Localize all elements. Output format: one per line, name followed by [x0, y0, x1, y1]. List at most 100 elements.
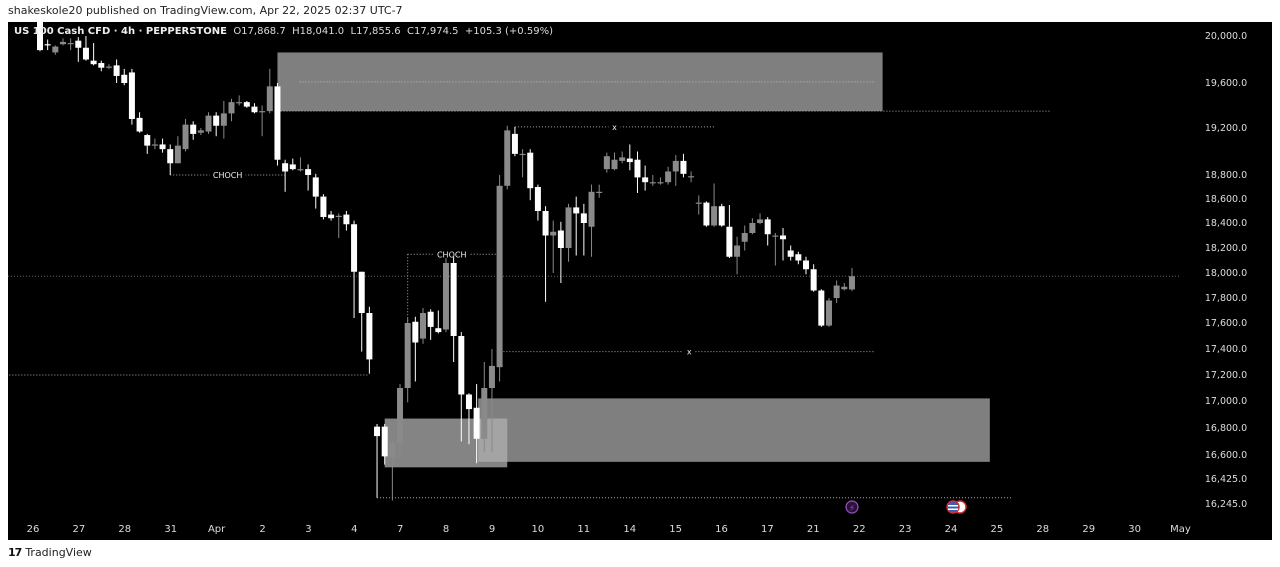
candle-bear[interactable] — [98, 63, 105, 68]
candle-bear[interactable] — [527, 152, 534, 189]
candle-bear[interactable] — [44, 44, 51, 46]
candle-bear[interactable] — [358, 271, 365, 313]
demand-zone-small[interactable] — [384, 418, 508, 468]
candle-bear[interactable] — [328, 214, 335, 219]
candle-bull[interactable] — [848, 276, 855, 290]
candle-bear[interactable] — [412, 321, 419, 343]
candle-bear[interactable] — [113, 65, 120, 76]
candle-bear[interactable] — [557, 230, 564, 249]
candle-bull[interactable] — [757, 219, 764, 223]
candle-bear[interactable] — [305, 169, 312, 175]
candle-bear[interactable] — [680, 160, 687, 174]
candle-bear[interactable] — [580, 213, 587, 223]
candle-bear[interactable] — [726, 226, 733, 257]
candle-bear[interactable] — [274, 86, 281, 160]
candle-bull[interactable] — [588, 191, 595, 227]
candle-bull[interactable] — [105, 66, 112, 68]
candle-bull[interactable] — [711, 206, 718, 226]
candle-bull[interactable] — [389, 442, 396, 458]
candle-bear[interactable] — [465, 394, 472, 410]
candle-bear[interactable] — [213, 115, 220, 126]
candle-bull[interactable] — [565, 207, 572, 248]
candle-bull[interactable] — [672, 160, 679, 172]
candle-bull[interactable] — [496, 185, 503, 368]
candle-bear[interactable] — [289, 164, 296, 170]
candle-bear[interactable] — [450, 263, 457, 336]
candle-bear[interactable] — [534, 187, 541, 211]
candle-bear[interactable] — [435, 328, 442, 333]
candle-bull[interactable] — [841, 286, 848, 290]
candle-bear[interactable] — [167, 149, 174, 164]
candle-bear[interactable] — [795, 254, 802, 261]
candle-bear[interactable] — [128, 72, 135, 119]
candle-bull[interactable] — [420, 313, 426, 339]
candle-bear[interactable] — [243, 102, 250, 107]
candle-bear[interactable] — [82, 47, 89, 60]
candle-bull[interactable] — [665, 171, 672, 183]
candle-bull[interactable] — [205, 115, 212, 132]
candle-bull[interactable] — [619, 157, 626, 161]
candle-bull[interactable] — [59, 41, 66, 45]
candle-bull[interactable] — [603, 156, 610, 170]
candle-bull[interactable] — [67, 43, 74, 45]
candle-bear[interactable] — [312, 177, 319, 197]
candle-bull[interactable] — [442, 263, 449, 330]
candle-bear[interactable] — [780, 235, 787, 240]
candle-bull[interactable] — [151, 144, 158, 146]
candle-bull[interactable] — [550, 231, 557, 236]
candle-bull[interactable] — [611, 159, 618, 170]
candle-bull[interactable] — [266, 86, 273, 112]
candle-bear[interactable] — [190, 124, 197, 134]
candle-bear[interactable] — [251, 106, 258, 113]
us-flag-icon[interactable] — [946, 500, 960, 514]
candle-bear[interactable] — [573, 207, 580, 214]
candle-bear[interactable] — [818, 290, 825, 326]
candle-bear[interactable] — [787, 250, 794, 257]
plot-area[interactable]: CHOCH CHOCH x x — [8, 13, 1180, 501]
candle-bull[interactable] — [734, 245, 741, 257]
candle-bull[interactable] — [52, 46, 59, 53]
candle-bull[interactable] — [236, 102, 243, 104]
candle-bull[interactable] — [488, 365, 495, 388]
candle-bear[interactable] — [144, 135, 151, 146]
symbol-name[interactable]: US 100 Cash CFD · 4h · PEPPERSTONE — [14, 26, 227, 37]
demand-zone[interactable] — [478, 398, 990, 462]
candle-bull[interactable] — [182, 124, 189, 150]
candle-bear[interactable] — [542, 211, 549, 236]
candle-bear[interactable] — [427, 311, 434, 327]
candle-bull[interactable] — [335, 215, 342, 217]
candle-bull[interactable] — [297, 169, 304, 171]
candle-bull[interactable] — [649, 182, 656, 184]
candle-bull[interactable] — [596, 191, 603, 193]
candle-bear[interactable] — [381, 426, 388, 457]
candle-bear[interactable] — [473, 407, 480, 439]
candle-bear[interactable] — [159, 144, 166, 150]
candle-bull[interactable] — [833, 285, 840, 299]
candle-bull[interactable] — [688, 176, 695, 178]
candle-bear[interactable] — [282, 163, 289, 172]
candle-bear[interactable] — [37, 18, 43, 51]
candle-bear[interactable] — [366, 313, 373, 360]
candle-bull[interactable] — [657, 182, 664, 184]
candle-bull[interactable] — [772, 235, 779, 237]
candle-bear[interactable] — [634, 159, 641, 178]
candle-bear[interactable] — [320, 196, 327, 217]
candle-bull[interactable] — [749, 223, 756, 233]
candle-bear[interactable] — [511, 133, 518, 154]
candle-bull[interactable] — [825, 300, 832, 326]
candle-bull[interactable] — [741, 233, 748, 242]
candle-bear[interactable] — [90, 60, 97, 65]
candle-bear[interactable] — [764, 219, 771, 235]
candle-bull[interactable] — [504, 130, 511, 186]
candle-bear[interactable] — [374, 426, 381, 437]
candle-bear[interactable] — [136, 117, 143, 132]
candle-bear[interactable] — [351, 224, 358, 272]
candle-bull[interactable] — [220, 113, 227, 126]
candle-bear[interactable] — [121, 74, 128, 83]
candle-bull[interactable] — [695, 202, 702, 204]
candle-bear[interactable] — [343, 214, 350, 225]
candle-bull[interactable] — [404, 323, 411, 388]
candle-bear[interactable] — [810, 269, 817, 291]
candle-bear[interactable] — [703, 202, 710, 226]
